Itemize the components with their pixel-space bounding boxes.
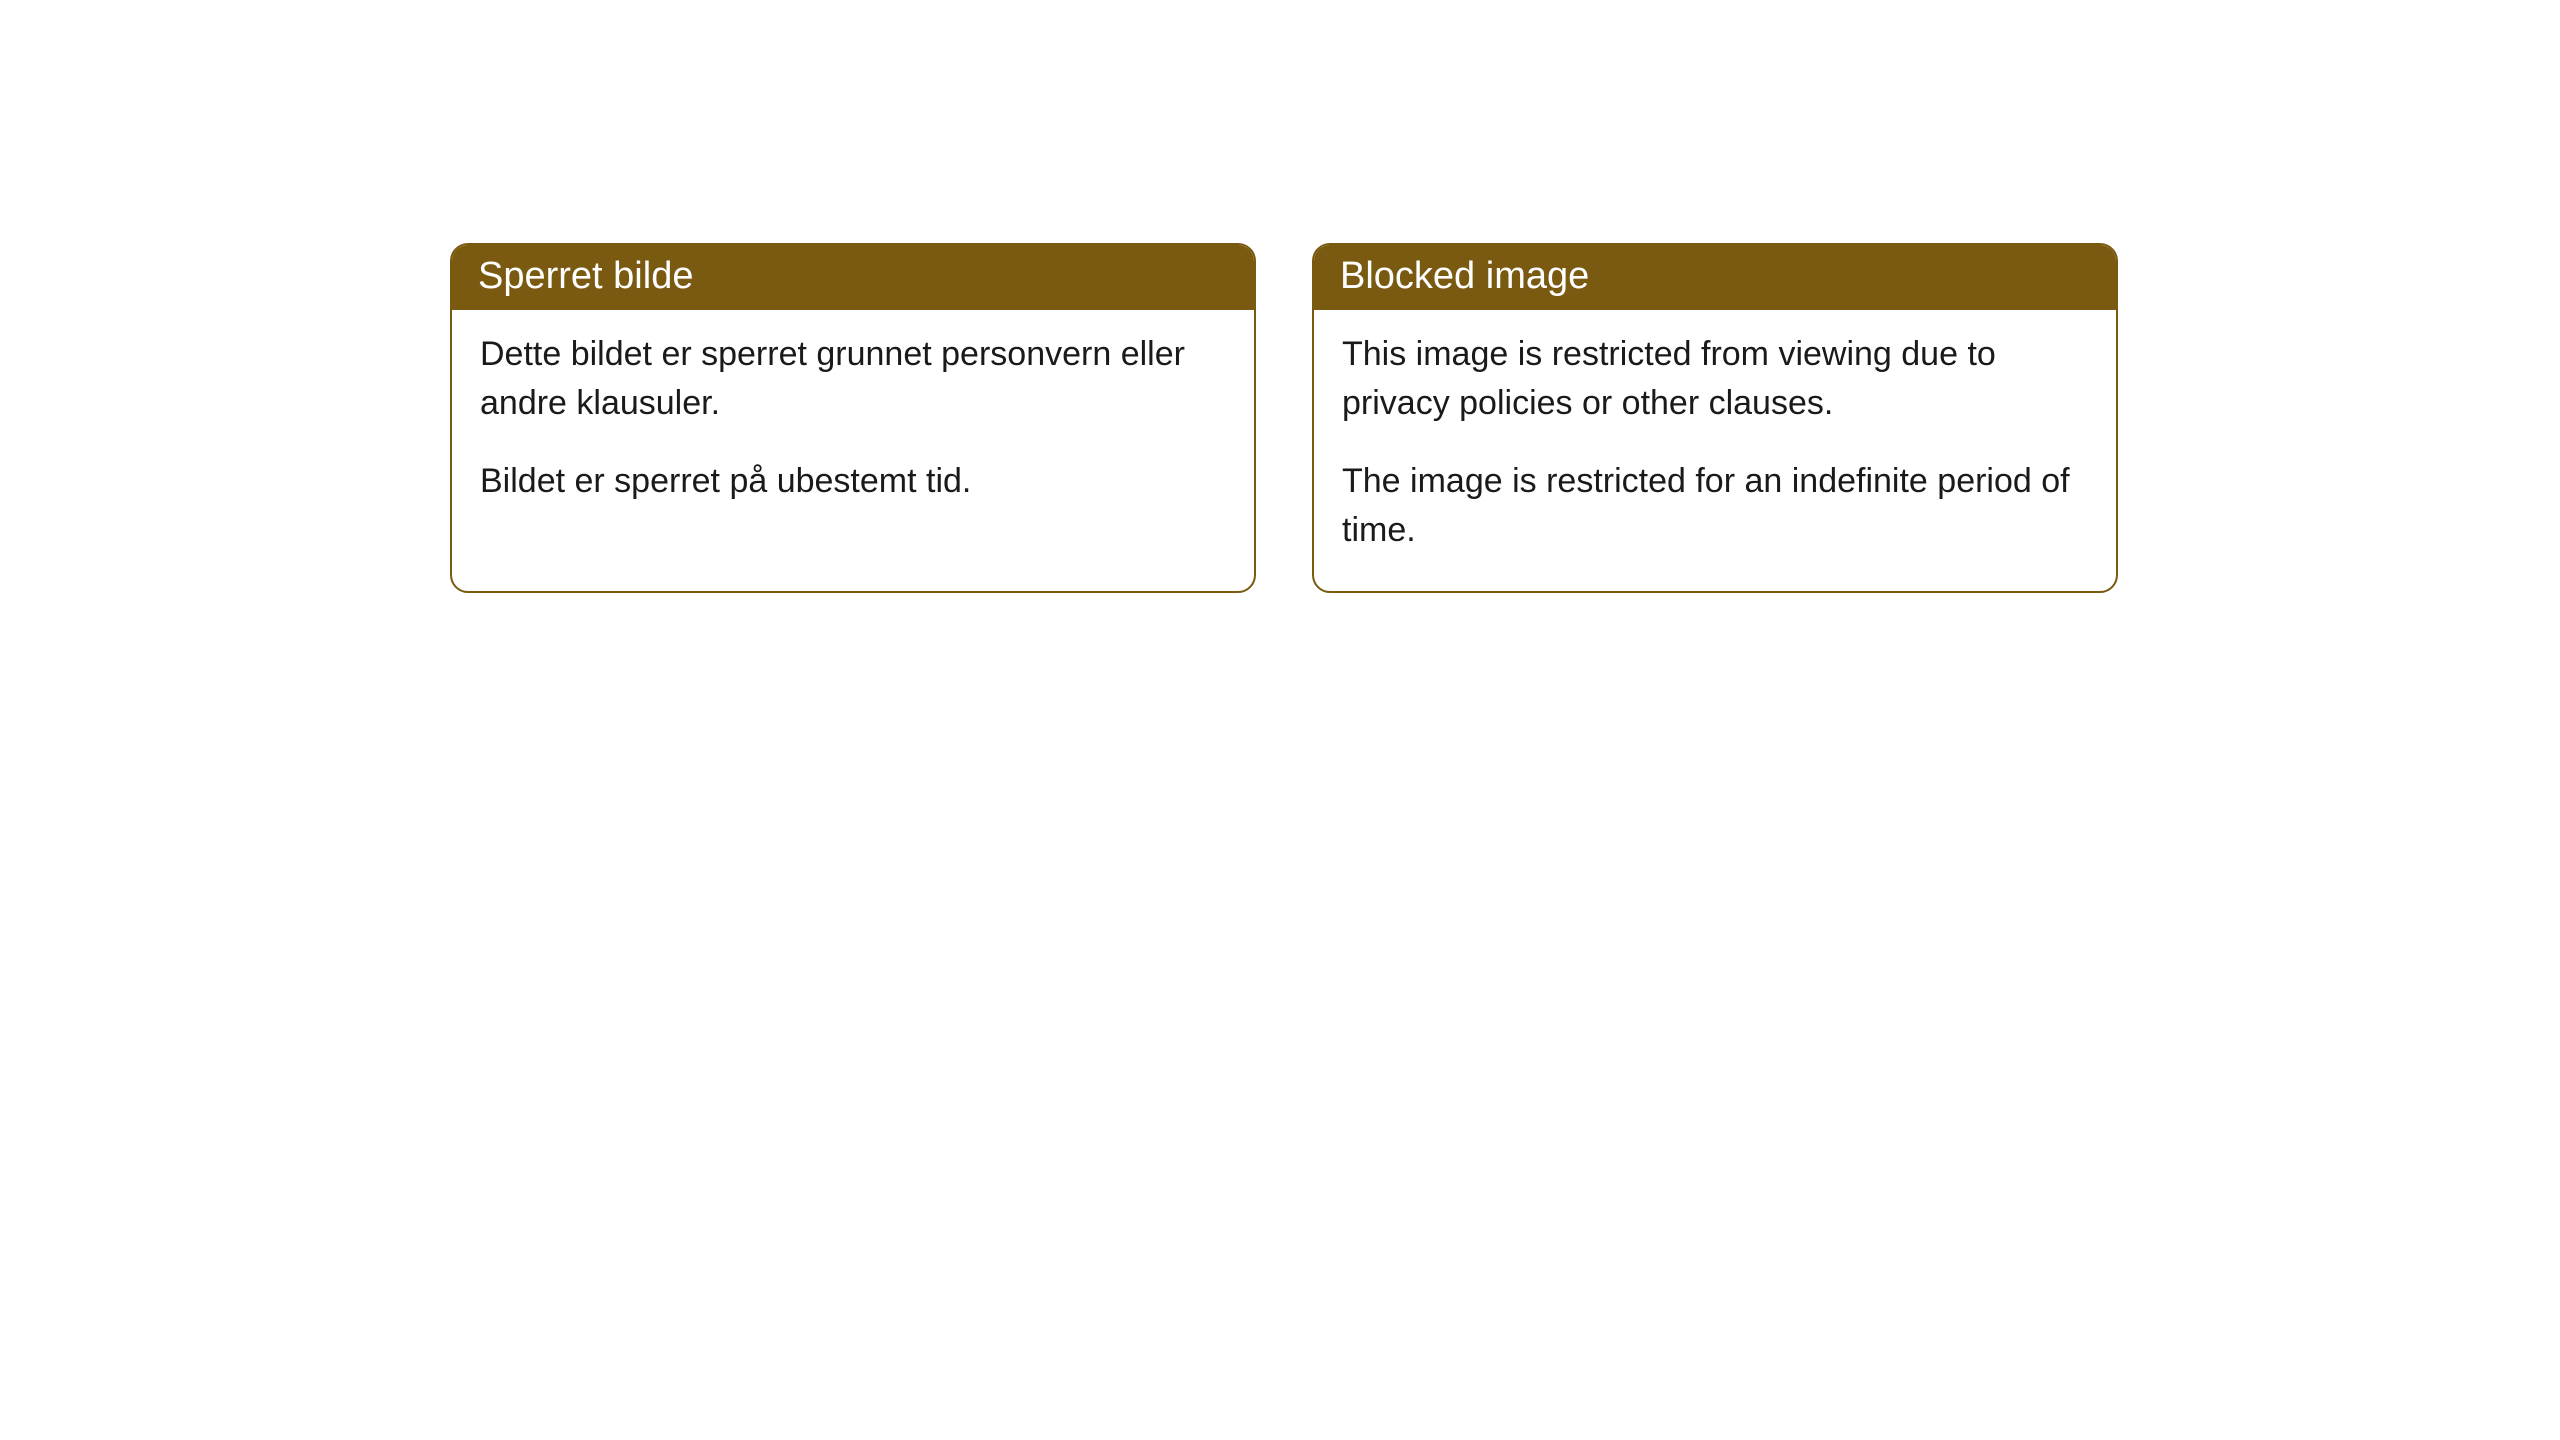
cards-container: Sperret bilde Dette bildet er sperret gr… [450, 243, 2118, 593]
card-header-en: Blocked image [1314, 245, 2116, 310]
card-paragraph-1-en: This image is restricted from viewing du… [1342, 330, 2088, 429]
card-body-no: Dette bildet er sperret grunnet personve… [452, 310, 1254, 542]
card-paragraph-1-no: Dette bildet er sperret grunnet personve… [480, 330, 1226, 429]
blocked-image-card-no: Sperret bilde Dette bildet er sperret gr… [450, 243, 1256, 593]
card-body-en: This image is restricted from viewing du… [1314, 310, 2116, 591]
card-paragraph-2-en: The image is restricted for an indefinit… [1342, 457, 2088, 556]
card-header-no: Sperret bilde [452, 245, 1254, 310]
blocked-image-card-en: Blocked image This image is restricted f… [1312, 243, 2118, 593]
card-paragraph-2-no: Bildet er sperret på ubestemt tid. [480, 457, 1226, 506]
